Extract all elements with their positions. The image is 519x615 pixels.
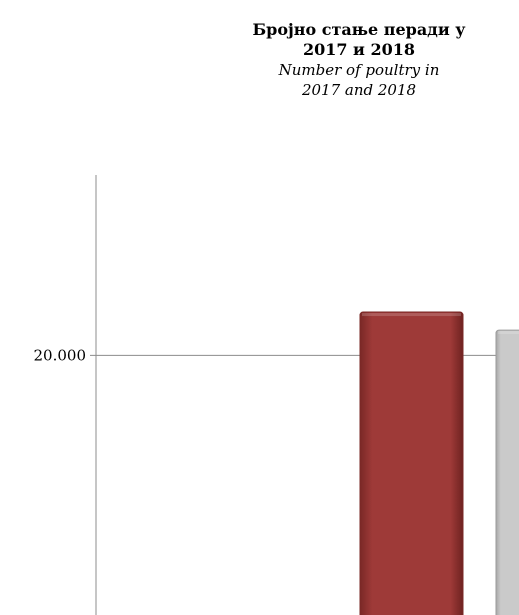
bar-layer — [360, 312, 519, 615]
y-tick-layer: 20.000 — [34, 346, 87, 364]
bar-highlight — [362, 313, 461, 316]
bar-highlight — [498, 331, 519, 334]
bar-series-1 — [360, 312, 463, 615]
bar-series-2 — [496, 330, 519, 615]
y-tick-label: 20.000 — [34, 346, 87, 364]
